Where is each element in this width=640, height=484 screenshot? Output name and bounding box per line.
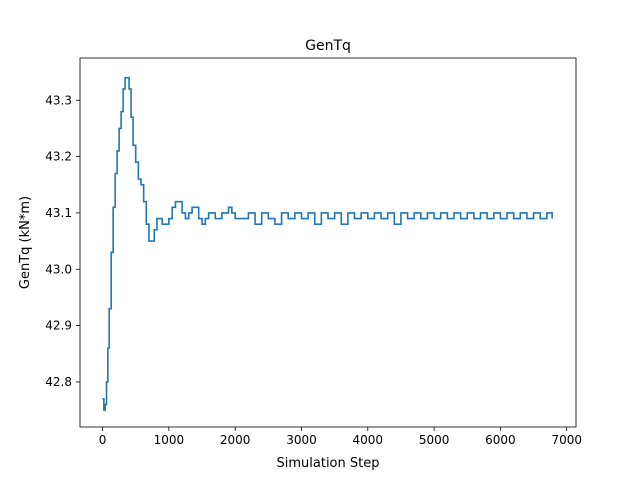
x-tick-label: 1000 (154, 433, 185, 447)
x-tick-label: 4000 (353, 433, 384, 447)
series-line-0 (102, 76, 553, 411)
x-tick-label: 6000 (485, 433, 516, 447)
x-axis: 0 1000 2000 3000 4000 5000 6000 7000 (99, 427, 582, 447)
x-tick-label: 5000 (419, 433, 450, 447)
x-tick-label: 2000 (220, 433, 251, 447)
y-tick-label: 42.8 (45, 375, 72, 389)
y-tick-label: 42.9 (45, 319, 72, 333)
y-tick-label: 43.3 (45, 93, 72, 107)
chart-title: GenTq (305, 38, 351, 54)
x-axis-label: Simulation Step (277, 456, 380, 471)
x-tick-label: 7000 (551, 433, 582, 447)
y-tick-label: 43.1 (45, 206, 72, 220)
x-tick-label: 0 (99, 433, 107, 447)
series-layer (102, 76, 553, 411)
y-axis-label: GenTq (kN*m) (18, 196, 33, 289)
y-tick-label: 43.0 (45, 262, 72, 276)
plot-frame (79, 57, 577, 428)
y-axis: 42.8 42.9 43.0 43.1 43.2 43.3 (45, 93, 80, 389)
y-tick-label: 43.2 (45, 150, 72, 164)
x-tick-label: 3000 (286, 433, 317, 447)
